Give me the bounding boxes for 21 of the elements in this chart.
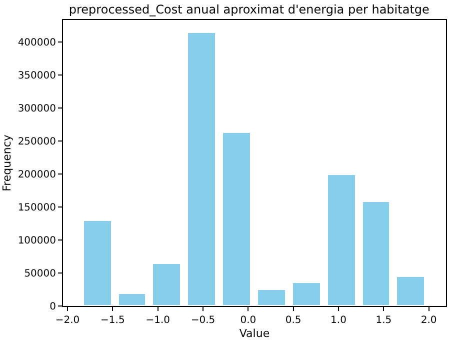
x-tick-label: 1.0 — [330, 315, 346, 326]
y-tick-label: 200000 — [18, 169, 56, 180]
chart-title: preprocessed_Cost anual aproximat d'energia per habitatge — [68, 2, 430, 17]
x-tick-label: 0.0 — [240, 315, 256, 326]
y-tick-label: 250000 — [18, 136, 56, 148]
y-tick-label: 400000 — [18, 37, 56, 48]
y-tick-label: 350000 — [18, 70, 56, 82]
x-tick-label: −1.5 — [100, 315, 125, 326]
y-tick-label: 100000 — [18, 235, 56, 246]
x-tick-label: 1.5 — [376, 315, 392, 326]
x-tick-label: −0.5 — [190, 315, 216, 326]
x-tick-label: 0.5 — [285, 315, 302, 326]
x-tick-label: −1.0 — [146, 315, 170, 326]
y-tick-label: 150000 — [18, 202, 56, 214]
y-tick-label: 50000 — [24, 268, 56, 280]
x-tick-label: −2.0 — [55, 315, 80, 326]
y-tick-label: 300000 — [18, 103, 56, 114]
y-tick-label: 0 — [50, 302, 56, 312]
x-tick-label: 2.0 — [420, 315, 437, 326]
x-axis-title: Value — [239, 327, 270, 340]
y-axis-title: Frequency — [0, 134, 14, 192]
